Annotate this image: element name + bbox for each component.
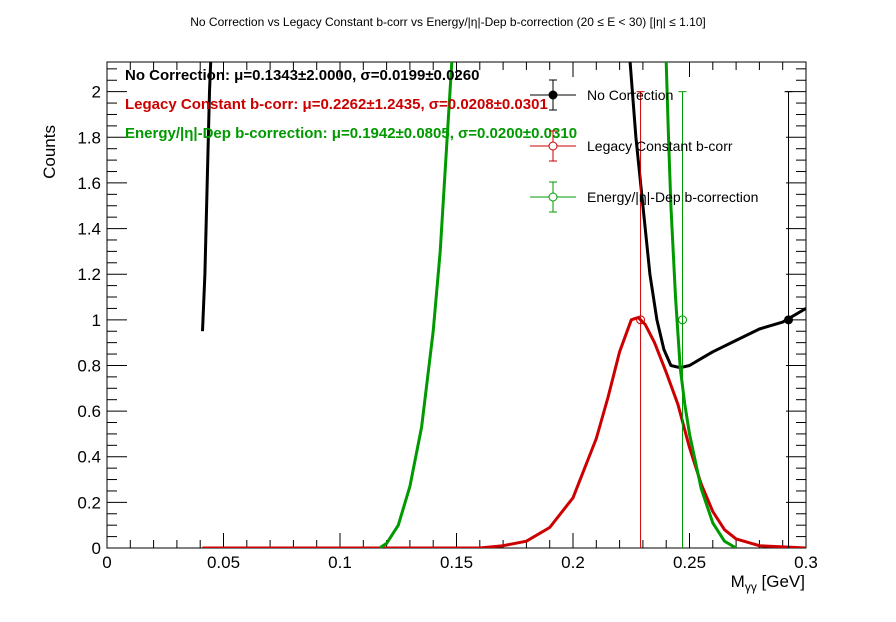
chart-title: No Correction vs Legacy Constant b-corr … — [190, 15, 706, 29]
data-point-series-2 — [678, 315, 688, 325]
x-tick-labels: 0 0.05 0.1 0.15 0.2 0.25 0.3 — [102, 553, 818, 572]
x-axis-label: Mγγ [GeV] — [731, 572, 805, 594]
fit-curve-series-0 — [628, 62, 806, 370]
y-tick-label: 0.6 — [77, 402, 101, 421]
annotation-value: μ=0.2262±1.2435, σ=0.0208±0.0301 — [298, 96, 547, 113]
y-tick-label: 2 — [92, 83, 101, 102]
y-axis-label: Counts — [40, 125, 59, 179]
legend-marker — [548, 192, 558, 202]
y-tick-label: 1 — [92, 311, 101, 330]
data-point-series-1 — [636, 315, 646, 325]
y-tick-label: 0.4 — [77, 448, 101, 467]
data-point-series-0 — [784, 315, 794, 325]
legend-marker — [548, 141, 558, 151]
x-tick-label: 0.3 — [794, 553, 818, 572]
annotation-label: No Correction: — [125, 67, 230, 84]
x-tick-label: 0.1 — [328, 553, 352, 572]
y-tick-labels: 0 0.2 0.4 0.6 0.8 1 1.2 1.4 1.6 1.8 2 — [77, 83, 101, 558]
y-tick-label: 1.2 — [77, 265, 101, 284]
axis-ticks — [106, 62, 807, 549]
x-tick-label: 0 — [102, 553, 111, 572]
fit-annotations: No Correction: μ=0.1343±2.0000, σ=0.0199… — [125, 67, 577, 142]
legend-entry: Energy/|η|-Dep b-correction — [587, 189, 758, 205]
fit-annotation: No Correction: μ=0.1343±2.0000, σ=0.0199… — [125, 67, 479, 84]
fit-curves — [201, 62, 806, 548]
fit-curve-series-0 — [201, 62, 213, 332]
legend-entry: Legacy Constant b-corr — [587, 138, 733, 154]
y-tick-label: 1.8 — [77, 128, 101, 147]
fit-curve-series-1 — [202, 316, 806, 548]
y-tick-label: 1.4 — [77, 220, 101, 239]
legend-marker — [548, 90, 558, 100]
y-tick-label: 0 — [92, 539, 101, 558]
y-tick-label: 0.8 — [77, 356, 101, 375]
x-tick-label: 0.2 — [561, 553, 585, 572]
legend: No Correction Legacy Constant b-corr Energ… — [530, 79, 758, 213]
x-tick-label: 0.25 — [673, 553, 706, 572]
fit-curve-series-2 — [664, 62, 737, 548]
annotation-label: Energy/|η|-Dep b-correction: — [125, 125, 328, 142]
fit-annotation: Legacy Constant b-corr: μ=0.2262±1.2435,… — [125, 96, 548, 113]
annotation-value: μ=0.1942±0.0805, σ=0.0200±0.0310 — [328, 125, 577, 142]
y-tick-label: 1.6 — [77, 174, 101, 193]
x-tick-label: 0.15 — [440, 553, 473, 572]
data-points — [636, 91, 794, 548]
x-tick-label: 0.05 — [207, 553, 240, 572]
annotation-label: Legacy Constant b-corr: — [125, 96, 298, 113]
y-tick-label: 0.2 — [77, 493, 101, 512]
fit-curve-series-2 — [378, 62, 454, 548]
annotation-value: μ=0.1343±2.0000, σ=0.0199±0.0260 — [230, 67, 479, 84]
fit-annotation: Energy/|η|-Dep b-correction: μ=0.1942±0.… — [125, 125, 577, 142]
legend-entry: No Correction — [587, 87, 673, 103]
